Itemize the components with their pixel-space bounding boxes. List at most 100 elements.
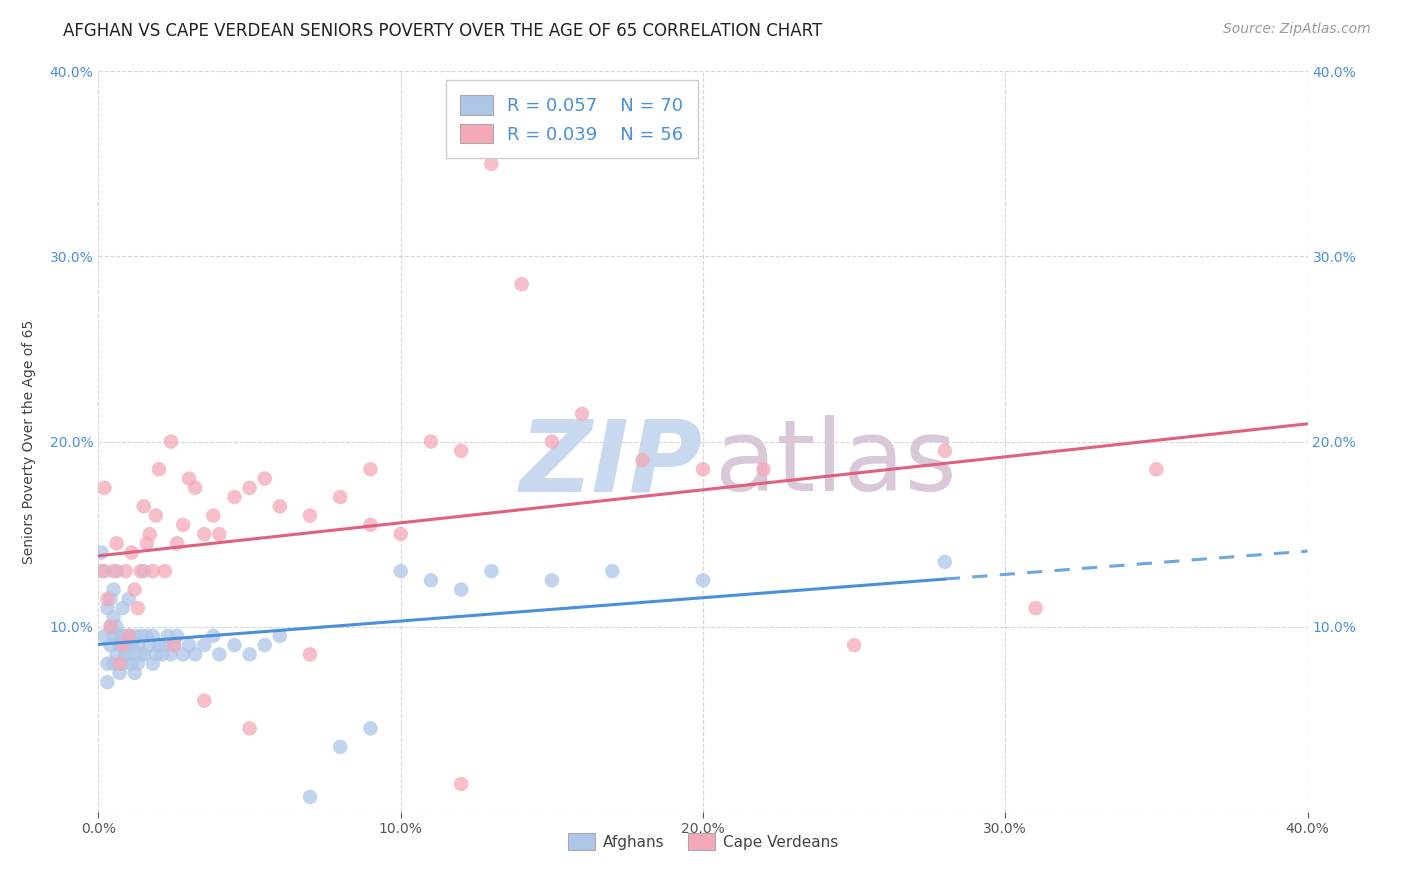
Point bbox=[132, 564, 155, 578]
Point bbox=[93, 629, 115, 643]
Point bbox=[100, 619, 122, 633]
Y-axis label: Seniors Poverty Over the Age of 65: Seniors Poverty Over the Age of 65 bbox=[22, 319, 35, 564]
Point bbox=[96, 601, 118, 615]
Point bbox=[540, 434, 562, 449]
Point bbox=[103, 657, 125, 671]
Point bbox=[160, 648, 183, 662]
Point bbox=[105, 536, 128, 550]
Point bbox=[184, 481, 207, 495]
Point bbox=[329, 490, 352, 504]
Point bbox=[135, 536, 157, 550]
Point bbox=[103, 610, 125, 624]
Text: Source: ZipAtlas.com: Source: ZipAtlas.com bbox=[1223, 22, 1371, 37]
Point bbox=[752, 462, 775, 476]
Point bbox=[108, 665, 131, 680]
Point bbox=[160, 434, 183, 449]
Point bbox=[142, 629, 165, 643]
Point bbox=[481, 157, 503, 171]
Point bbox=[139, 638, 162, 652]
Point bbox=[156, 629, 179, 643]
Point bbox=[145, 648, 167, 662]
Point bbox=[692, 462, 714, 476]
Point bbox=[269, 629, 291, 643]
Point bbox=[239, 722, 262, 736]
Point bbox=[202, 508, 225, 523]
Point bbox=[90, 545, 112, 560]
Point bbox=[193, 694, 215, 708]
Text: AFGHAN VS CAPE VERDEAN SENIORS POVERTY OVER THE AGE OF 65 CORRELATION CHART: AFGHAN VS CAPE VERDEAN SENIORS POVERTY O… bbox=[63, 22, 823, 40]
Text: atlas: atlas bbox=[716, 416, 956, 512]
Point bbox=[510, 277, 533, 292]
Point bbox=[111, 638, 134, 652]
Point bbox=[96, 657, 118, 671]
Point bbox=[105, 619, 128, 633]
Point bbox=[100, 619, 122, 633]
Point bbox=[360, 462, 382, 476]
Point bbox=[111, 657, 134, 671]
Point bbox=[420, 574, 443, 588]
Point bbox=[389, 564, 412, 578]
Point bbox=[163, 638, 186, 652]
Point bbox=[129, 564, 152, 578]
Point bbox=[224, 638, 246, 652]
Point bbox=[108, 629, 131, 643]
Point bbox=[142, 657, 165, 671]
Point bbox=[179, 472, 201, 486]
Point bbox=[166, 629, 188, 643]
Point bbox=[844, 638, 866, 652]
Point bbox=[139, 527, 162, 541]
Point bbox=[163, 638, 186, 652]
Point bbox=[239, 648, 262, 662]
Point bbox=[299, 789, 322, 804]
Point bbox=[127, 638, 149, 652]
Text: ZIP: ZIP bbox=[520, 416, 703, 512]
Point bbox=[540, 574, 562, 588]
Point bbox=[111, 629, 134, 643]
Legend: Afghans, Cape Verdeans: Afghans, Cape Verdeans bbox=[562, 827, 844, 856]
Point bbox=[269, 500, 291, 514]
Point bbox=[202, 629, 225, 643]
Point bbox=[127, 601, 149, 615]
Point bbox=[420, 434, 443, 449]
Point bbox=[124, 665, 146, 680]
Point bbox=[100, 638, 122, 652]
Point bbox=[360, 517, 382, 532]
Point bbox=[602, 564, 624, 578]
Point bbox=[150, 648, 173, 662]
Point bbox=[135, 629, 157, 643]
Point bbox=[148, 462, 170, 476]
Point bbox=[172, 648, 194, 662]
Point bbox=[121, 657, 143, 671]
Point bbox=[103, 564, 125, 578]
Point bbox=[93, 564, 115, 578]
Point bbox=[96, 591, 118, 606]
Point bbox=[114, 638, 136, 652]
Point bbox=[153, 638, 176, 652]
Point bbox=[108, 657, 131, 671]
Point bbox=[481, 564, 503, 578]
Point bbox=[184, 648, 207, 662]
Point bbox=[631, 453, 654, 467]
Point bbox=[239, 481, 262, 495]
Point bbox=[90, 564, 112, 578]
Point bbox=[145, 508, 167, 523]
Point bbox=[329, 739, 352, 754]
Point bbox=[166, 536, 188, 550]
Point bbox=[193, 638, 215, 652]
Point bbox=[389, 527, 412, 541]
Point bbox=[934, 555, 956, 569]
Point bbox=[118, 629, 141, 643]
Point bbox=[193, 527, 215, 541]
Point bbox=[105, 648, 128, 662]
Point bbox=[118, 591, 141, 606]
Point bbox=[179, 638, 201, 652]
Point bbox=[105, 564, 128, 578]
Point bbox=[142, 564, 165, 578]
Point bbox=[360, 722, 382, 736]
Point bbox=[253, 638, 276, 652]
Point bbox=[129, 648, 152, 662]
Point bbox=[208, 527, 231, 541]
Point bbox=[132, 500, 155, 514]
Point bbox=[299, 508, 322, 523]
Point bbox=[132, 648, 155, 662]
